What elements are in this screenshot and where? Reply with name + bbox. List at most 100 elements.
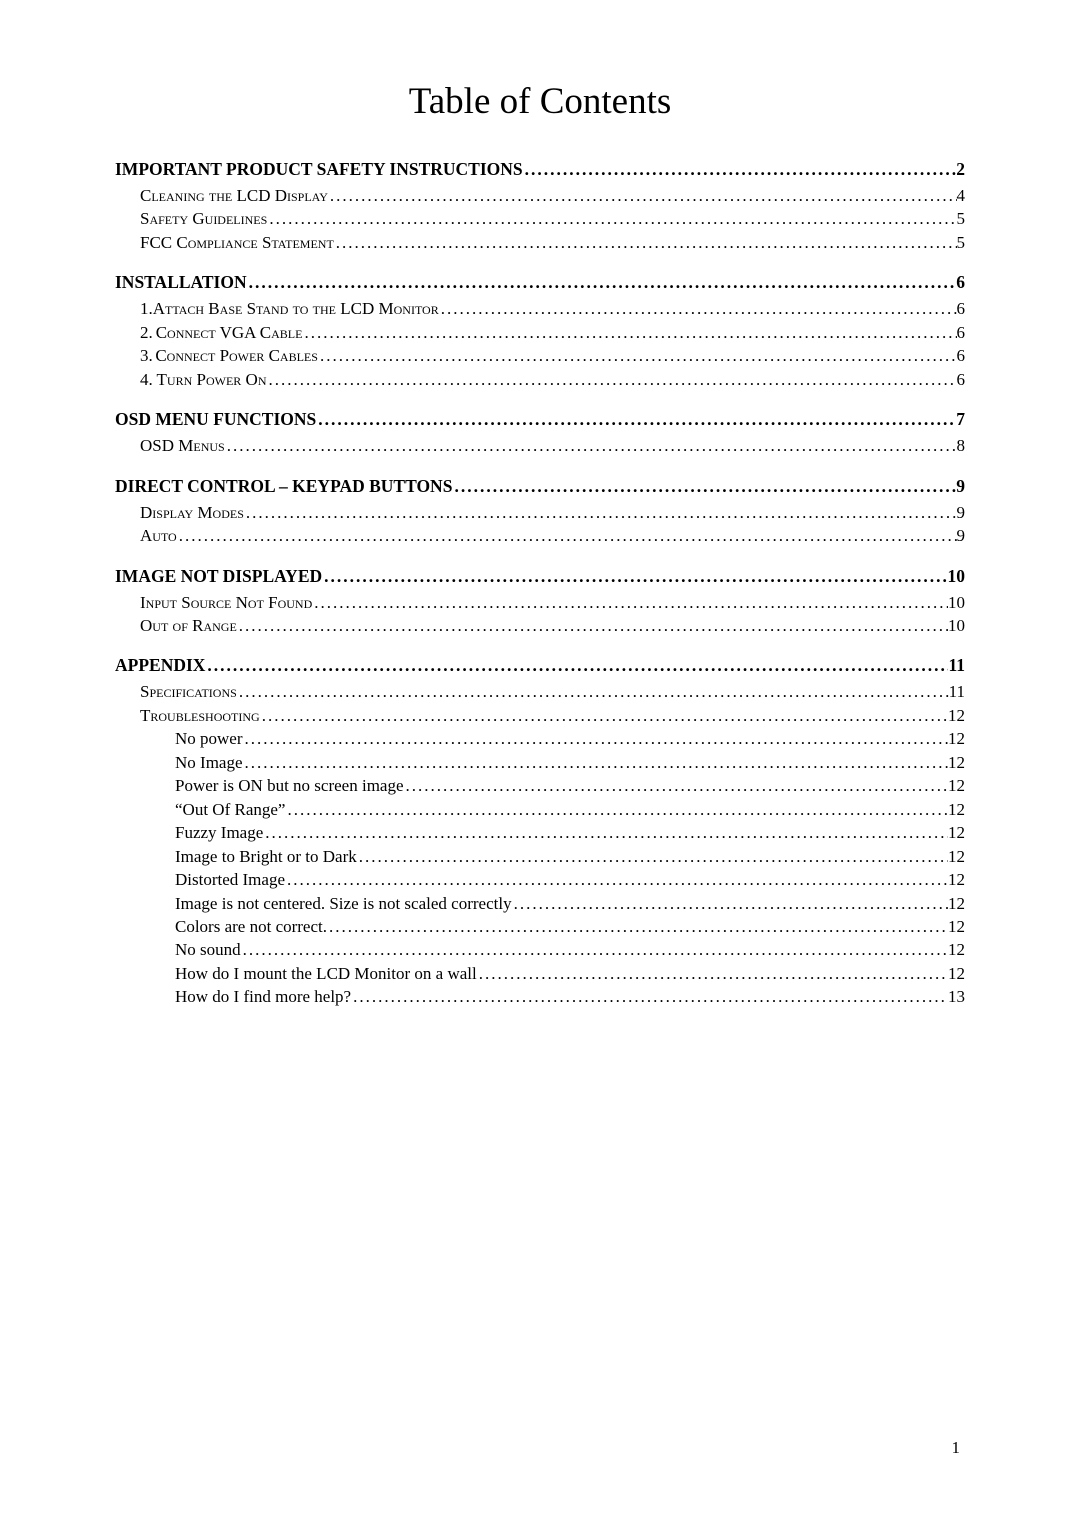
toc-entry-page: 2: [956, 159, 965, 180]
toc-entry: “Out Of Range” 12: [175, 798, 965, 821]
toc-entry-page: 6: [957, 368, 966, 391]
toc-entry-number: 3.: [140, 344, 155, 367]
toc-entry-label: Auto: [140, 524, 177, 547]
toc-entry-page: 10: [948, 566, 966, 587]
toc-entry: How do I mount the LCD Monitor on a wall…: [175, 962, 965, 985]
toc-leader-dots: [523, 159, 957, 180]
toc-entry: Specifications 11: [140, 680, 965, 703]
toc-entry: Power is ON but no screen image 12: [175, 774, 965, 797]
toc-entry-label: No power: [175, 727, 243, 750]
toc-leader-dots: [404, 774, 948, 797]
toc-entry: 1.Attach Base Stand to the LCD Monitor 6: [140, 297, 965, 320]
toc-entry-label: Fuzzy Image: [175, 821, 263, 844]
toc-leader-dots: [302, 321, 956, 344]
toc-leader-dots: [267, 207, 956, 230]
toc-entry: 2.Connect VGA Cable 6: [140, 321, 965, 344]
toc-entry-label: How do I mount the LCD Monitor on a wall: [175, 962, 477, 985]
toc-entry: Auto 9: [140, 524, 965, 547]
toc-entry-page: 9: [957, 524, 966, 547]
toc-entry-number: 2.: [140, 321, 156, 344]
toc-entry: APPENDIX 11: [115, 655, 965, 676]
toc-entry: 3.Connect Power Cables 6: [140, 344, 965, 367]
toc-leader-dots: [312, 591, 948, 614]
toc-entry: No power 12: [175, 727, 965, 750]
toc-entry-page: 12: [948, 868, 965, 891]
toc-entry-label: Attach Base Stand to the LCD Monitor: [153, 297, 439, 320]
toc-leader-dots: [244, 501, 957, 524]
toc-entry-label: APPENDIX: [115, 655, 205, 676]
toc-leader-dots: [205, 655, 948, 676]
toc-entry-page: 10: [948, 591, 965, 614]
toc-entry-label: No Image: [175, 751, 243, 774]
toc-entry: Fuzzy Image 12: [175, 821, 965, 844]
toc-entry-label: Power is ON but no screen image: [175, 774, 404, 797]
toc-leader-dots: [267, 368, 957, 391]
toc-entry-page: 6: [957, 344, 966, 367]
toc-leader-dots: [327, 915, 948, 938]
toc-entry-label: INSTALLATION: [115, 272, 247, 293]
toc-entry-page: 8: [957, 434, 966, 457]
toc-entry-label: No sound: [175, 938, 241, 961]
toc-entry-page: 6: [957, 297, 966, 320]
toc-entry-label: Image is not centered. Size is not scale…: [175, 892, 512, 915]
toc-entry-page: 5: [957, 231, 966, 254]
toc-entry: IMPORTANT PRODUCT SAFETY INSTRUCTIONS 2: [115, 159, 965, 180]
toc-entry-page: 12: [948, 892, 965, 915]
toc-entry-page: 12: [948, 774, 965, 797]
toc-entry: Troubleshooting 12: [140, 704, 965, 727]
toc-entry-page: 12: [948, 915, 965, 938]
toc-entry-number: 1.: [140, 297, 153, 320]
toc-entry-label: Colors are not correct.: [175, 915, 327, 938]
toc-entry-page: 7: [956, 409, 965, 430]
toc-entry-page: 9: [957, 501, 966, 524]
toc-leader-dots: [318, 344, 957, 367]
toc-leader-dots: [260, 704, 948, 727]
toc-entry-page: 11: [949, 680, 965, 703]
toc-entry-label: “Out Of Range”: [175, 798, 285, 821]
toc-entry: Cleaning the LCD Display 4: [140, 184, 965, 207]
toc-entry-label: Troubleshooting: [140, 704, 260, 727]
toc-leader-dots: [241, 938, 948, 961]
toc-entry: OSD MENU FUNCTIONS 7: [115, 409, 965, 430]
toc-entry-label: Input Source Not Found: [140, 591, 312, 614]
toc-entry-label: Image to Bright or to Dark: [175, 845, 357, 868]
toc-entry: Distorted Image 12: [175, 868, 965, 891]
toc-entry-page: 12: [948, 938, 965, 961]
toc-leader-dots: [357, 845, 948, 868]
toc-entry-page: 6: [956, 272, 965, 293]
toc-entry-label: Connect Power Cables: [155, 344, 318, 367]
toc-entry-page: 12: [948, 751, 965, 774]
toc-entry: Out of Range 10: [140, 614, 965, 637]
toc-entry: Image to Bright or to Dark 12: [175, 845, 965, 868]
toc-entry: IMAGE NOT DISPLAYED 10: [115, 566, 965, 587]
toc-entry-label: FCC Compliance Statement: [140, 231, 334, 254]
toc-leader-dots: [243, 751, 948, 774]
toc-entry: Colors are not correct. 12: [175, 915, 965, 938]
toc-entry: Display Modes 9: [140, 501, 965, 524]
toc-entry-label: Out of Range: [140, 614, 237, 637]
toc-leader-dots: [322, 566, 947, 587]
toc-entry: DIRECT CONTROL – KEYPAD BUTTONS 9: [115, 476, 965, 497]
toc-leader-dots: [334, 231, 957, 254]
toc-leader-dots: [439, 297, 957, 320]
toc-entry-page: 12: [948, 962, 965, 985]
page-number: 1: [952, 1438, 961, 1458]
toc-leader-dots: [328, 184, 957, 207]
toc-leader-dots: [247, 272, 957, 293]
toc-entry-label: Cleaning the LCD Display: [140, 184, 328, 207]
toc-leader-dots: [285, 868, 948, 891]
toc-entry: Image is not centered. Size is not scale…: [175, 892, 965, 915]
toc-entry-page: 13: [948, 985, 965, 1008]
toc-entry: How do I find more help? 13: [175, 985, 965, 1008]
toc-leader-dots: [263, 821, 948, 844]
document-title: Table of Contents: [115, 80, 965, 123]
toc-entry-label: Connect VGA Cable: [156, 321, 303, 344]
toc-entry-number: 4.: [140, 368, 157, 391]
toc-leader-dots: [243, 727, 948, 750]
toc-entry: 4.Turn Power On 6: [140, 368, 965, 391]
toc-leader-dots: [351, 985, 948, 1008]
toc-leader-dots: [452, 476, 956, 497]
table-of-contents: IMPORTANT PRODUCT SAFETY INSTRUCTIONS 2 C…: [115, 159, 965, 1009]
toc-entry-page: 11: [948, 655, 965, 676]
toc-entry: INSTALLATION 6: [115, 272, 965, 293]
